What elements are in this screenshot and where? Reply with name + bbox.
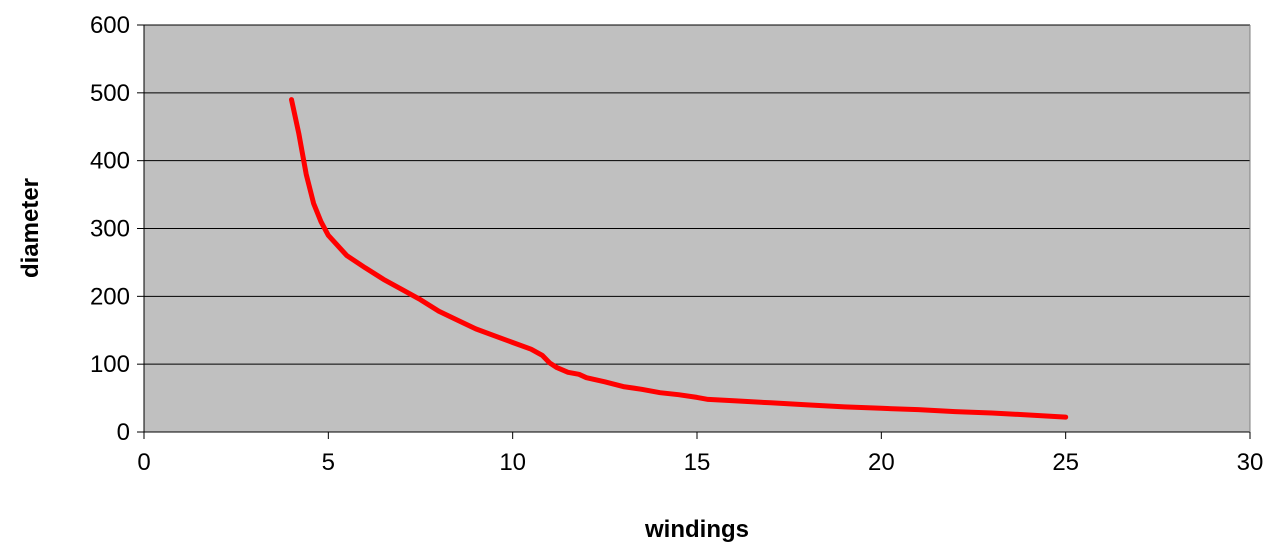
series-layer <box>289 97 1069 420</box>
y-tick-label: 600 <box>90 12 130 39</box>
x-tick-label: 20 <box>868 449 895 476</box>
x-tick-label: 15 <box>684 449 711 476</box>
y-tick-label: 100 <box>90 351 130 378</box>
x-tick-label: 10 <box>499 449 526 476</box>
axes <box>137 24 1251 439</box>
x-tick-label: 30 <box>1237 449 1264 476</box>
gridlines <box>144 24 1250 365</box>
x-tick-label: 25 <box>1052 449 1079 476</box>
y-tick-label: 300 <box>90 216 130 243</box>
y-tick-label: 500 <box>90 80 130 107</box>
y-tick-label: 0 <box>117 419 130 446</box>
x-tick-label: 0 <box>137 449 150 476</box>
x-tick-label: 5 <box>322 449 335 476</box>
y-tick-label: 200 <box>90 283 130 310</box>
y-tick-label: 400 <box>90 148 130 175</box>
x-axis-title: windings <box>644 516 749 543</box>
tick-labels: 0 100 200 300 400 500 600 0 5 10 15 20 25 30 <box>90 12 1263 476</box>
series-line <box>289 97 1069 420</box>
y-axis-title: diameter <box>17 178 44 278</box>
